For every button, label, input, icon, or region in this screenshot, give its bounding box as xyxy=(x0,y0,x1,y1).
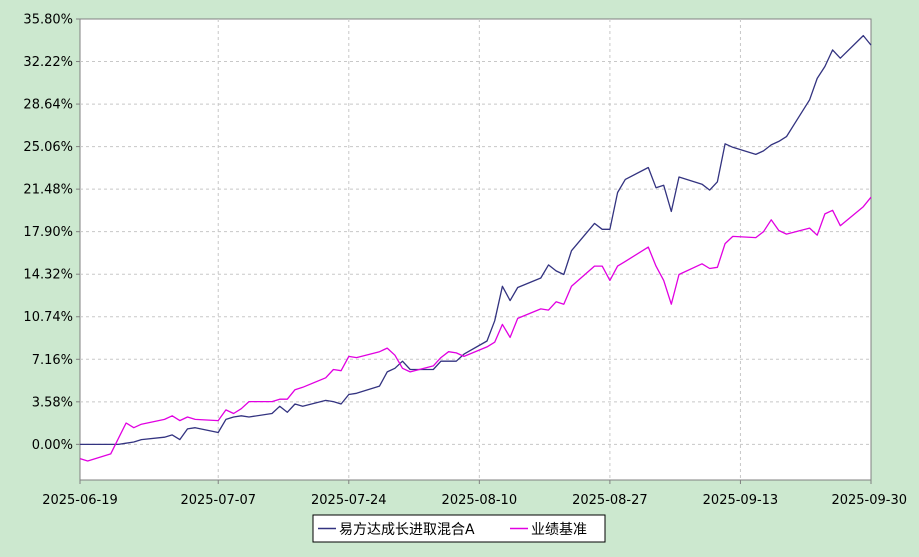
y-tick-label: 10.74% xyxy=(23,310,73,325)
x-tick-label: 2025-08-10 xyxy=(442,493,518,508)
y-tick-label: 0.00% xyxy=(32,438,73,453)
y-tick-label: 17.90% xyxy=(23,225,73,240)
legend: 易方达成长进取混合A 业绩基准 xyxy=(312,514,606,543)
x-axis-ticks: 2025-06-19 2025-07-07 2025-07-24 2025-08-10… xyxy=(42,480,907,508)
y-axis-ticks: 0.00% 3.58% 7.16% 10.74% 14.32% 17.90% 21.48% 2… xyxy=(23,13,80,453)
y-tick-label: 7.16% xyxy=(32,353,73,368)
y-tick-label: 32.22% xyxy=(23,55,73,70)
x-tick-label: 2025-07-07 xyxy=(180,493,256,508)
y-tick-label: 21.48% xyxy=(23,183,73,198)
series-lines xyxy=(79,34,872,462)
grid-lines xyxy=(80,19,871,480)
legend-label-series-1: 易方达成长进取混合A xyxy=(339,522,475,538)
legend-box xyxy=(312,514,606,543)
y-tick-label: 14.32% xyxy=(23,268,73,283)
x-tick-label: 2025-09-13 xyxy=(703,493,779,508)
y-tick-label: 28.64% xyxy=(23,98,73,113)
x-tick-label: 2025-09-30 xyxy=(831,493,907,508)
series-line-2 xyxy=(79,196,872,462)
x-tick-label: 2025-07-24 xyxy=(311,493,387,508)
y-tick-label: 3.58% xyxy=(32,395,73,410)
x-tick-label: 2025-06-19 xyxy=(42,493,118,508)
y-tick-label: 25.06% xyxy=(23,140,73,155)
x-tick-label: 2025-08-27 xyxy=(572,493,648,508)
y-tick-label: 35.80% xyxy=(23,13,73,28)
legend-label-series-2: 业绩基准 xyxy=(531,521,587,538)
plot-area xyxy=(79,18,872,481)
series-line-1 xyxy=(80,34,872,446)
